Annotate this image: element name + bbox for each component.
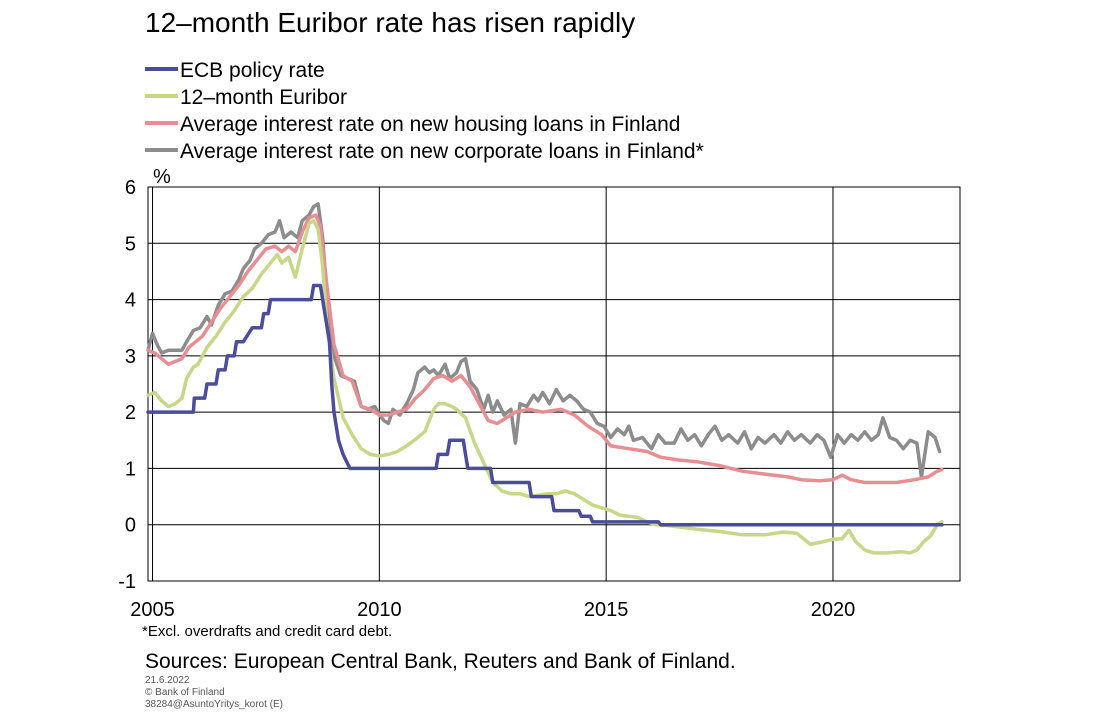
legend-item-ecb: ECB policy rate [145,57,704,84]
x-tick-label: 2010 [357,599,402,621]
meta-code: 38284@AsuntoYritys_korot (E) [145,699,283,710]
legend-label-ecb: ECB policy rate [180,59,325,82]
series-line-ecb [146,283,944,527]
legend-swatch-euribor [145,94,178,99]
legend: ECB policy rate 12–month Euribor Average… [145,57,704,165]
y-tick-label: 0 [125,515,136,537]
y-tick-label: 5 [125,233,136,255]
series-line-euribor [146,219,944,555]
y-tick-label: 6 [125,177,136,199]
chart-title: 12–month Euribor rate has risen rapidly [145,7,636,38]
y-axis-unit: % [153,166,171,188]
y-tick-label: 2 [125,402,136,424]
x-tick-label: 2020 [811,599,856,621]
legend-swatch-housing [145,121,178,126]
x-tick-label: 2015 [584,599,629,621]
legend-label-euribor: 12–month Euribor [180,86,347,109]
legend-item-euribor: 12–month Euribor [145,84,704,111]
plot-frame [147,186,961,582]
series-line-corporate [146,202,942,479]
legend-label-corporate: Average interest rate on new corporate l… [180,140,704,163]
legend-label-housing: Average interest rate on new housing loa… [180,113,681,136]
y-tick-label: 1 [125,458,136,480]
footnote: *Excl. overdrafts and credit card debt. [142,623,393,640]
legend-swatch-corporate [145,148,178,153]
legend-item-corporate: Average interest rate on new corporate l… [145,138,704,165]
y-tick-label: 4 [125,290,136,312]
x-tick-label: 2005 [130,599,175,621]
y-tick-label: -1 [118,571,136,593]
sources: Sources: European Central Bank, Reuters … [145,650,736,673]
meta-date: 21.6.2022 [145,675,190,686]
legend-item-housing: Average interest rate on new housing loa… [145,111,704,138]
legend-swatch-ecb [145,67,178,72]
series-line-housing [146,213,944,485]
y-tick-label: 3 [125,346,136,368]
meta-copyright: © Bank of Finland [145,687,225,698]
